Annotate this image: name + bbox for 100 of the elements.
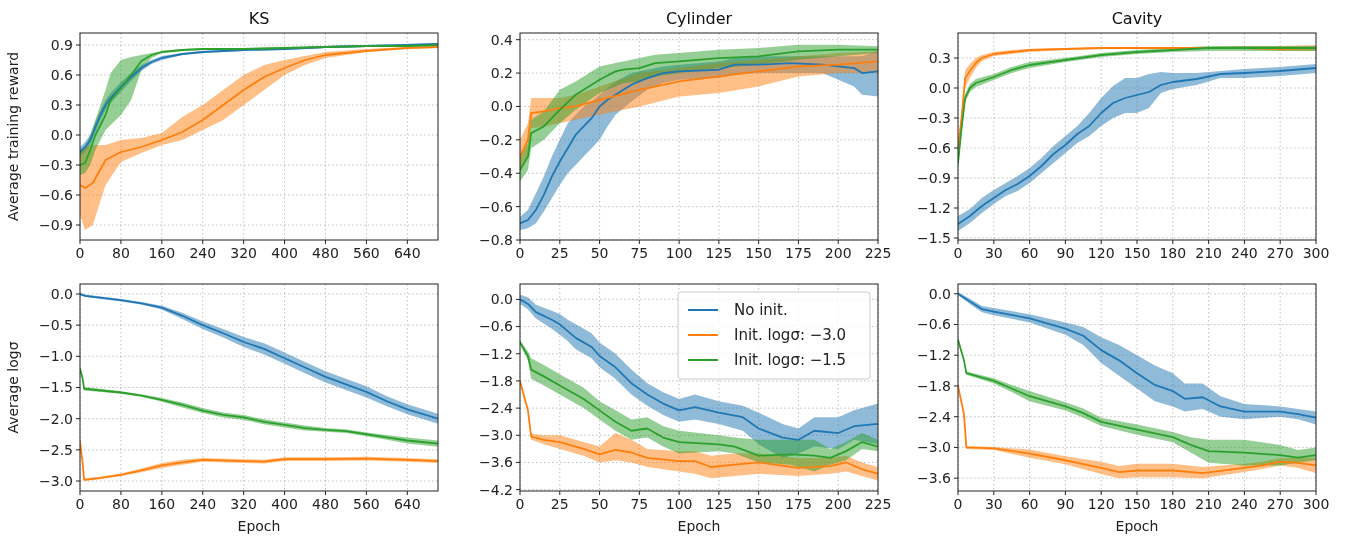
y-tick-label: −2.4 (479, 400, 514, 417)
y-tick-label: −0.6 (917, 316, 952, 333)
x-tick-label: 210 (1195, 245, 1222, 261)
y-tick-label: −3.6 (479, 454, 514, 471)
x-tick-label: 30 (984, 245, 1003, 261)
y-tick-label: −0.9 (39, 216, 73, 233)
y-tick-label: −1.2 (917, 199, 951, 216)
x-tick-label: 200 (824, 496, 852, 512)
y-tick-label: −1.8 (479, 372, 513, 389)
x-tick-label: 80 (112, 245, 130, 261)
x-tick-label: 180 (1159, 245, 1187, 261)
y-tick-label: −3.0 (917, 439, 951, 456)
x-tick-label: 240 (1231, 245, 1258, 261)
y-axis-title: Average training reward (5, 51, 21, 222)
x-axis-title: Epoch (237, 518, 281, 534)
x-tick-label: 180 (1159, 496, 1187, 512)
x-tick-label: 270 (1266, 245, 1294, 261)
y-tick-label: −0.6 (479, 318, 514, 335)
x-tick-label: 240 (189, 245, 217, 261)
y-tick-label: −1.5 (39, 379, 73, 396)
y-tick-label: 0.0 (50, 285, 73, 302)
x-tick-label: 0 (75, 496, 85, 512)
y-tick-label: 0.0 (490, 291, 513, 308)
y-tick-label: −0.8 (479, 231, 513, 248)
x-tick-label: 0 (515, 245, 525, 261)
x-tick-label: 640 (393, 245, 421, 261)
y-tick-label: −0.6 (39, 186, 74, 203)
y-tick-label: −1.8 (917, 377, 951, 394)
x-tick-label: 560 (353, 496, 380, 512)
y-tick-label: 0.0 (928, 79, 951, 96)
y-tick-label: 0.0 (928, 285, 951, 302)
x-tick-label: 75 (630, 496, 649, 512)
y-tick-label: −0.3 (917, 109, 951, 126)
y-tick-label: −1.2 (479, 345, 513, 362)
x-tick-label: 160 (148, 245, 176, 261)
x-tick-label: 30 (984, 496, 1003, 512)
x-tick-label: 60 (1020, 496, 1039, 512)
chart-title: Cavity (1111, 9, 1163, 28)
x-tick-label: 560 (353, 245, 380, 261)
x-tick-label: 90 (1056, 496, 1075, 512)
legend-label: Init. logσ: −3.0 (734, 326, 847, 345)
x-tick-label: 150 (1123, 245, 1151, 261)
chart-title: KS (248, 9, 270, 28)
y-tick-label: 0.0 (490, 98, 513, 115)
x-tick-label: 50 (590, 245, 609, 261)
x-tick-label: 50 (590, 496, 609, 512)
x-tick-label: 150 (745, 496, 773, 512)
y-tick-label: −3.0 (39, 472, 73, 489)
x-tick-label: 90 (1056, 245, 1075, 261)
y-tick-label: −0.6 (479, 198, 514, 215)
x-tick-label: 320 (230, 245, 258, 261)
x-tick-label: 225 (864, 245, 892, 261)
x-tick-label: 80 (112, 496, 130, 512)
y-tick-label: −0.2 (479, 131, 513, 148)
y-tick-label: −0.6 (917, 139, 952, 156)
x-tick-label: 150 (745, 245, 773, 261)
x-tick-label: 160 (148, 496, 176, 512)
y-tick-label: 0.3 (50, 96, 73, 113)
x-tick-label: 270 (1266, 496, 1294, 512)
y-tick-label: −1.0 (39, 348, 73, 365)
y-tick-label: −3.0 (479, 427, 513, 444)
x-tick-label: 480 (312, 245, 339, 261)
x-tick-label: 0 (953, 245, 963, 261)
x-tick-label: 25 (550, 245, 569, 261)
x-tick-label: 175 (785, 245, 812, 261)
y-tick-label: −1.2 (917, 347, 951, 364)
y-tick-label: 0.2 (490, 64, 513, 81)
x-tick-label: 320 (230, 496, 258, 512)
y-tick-label: −0.3 (39, 156, 73, 173)
x-tick-label: 100 (665, 496, 693, 512)
y-axis-title: Average logσ (5, 341, 21, 434)
line-series (520, 60, 878, 158)
y-tick-label: 0.4 (490, 31, 514, 48)
x-tick-label: 125 (705, 245, 733, 261)
x-tick-label: 0 (75, 245, 85, 261)
y-tick-label: 0.9 (50, 36, 73, 53)
legend-label: No init. (734, 301, 788, 320)
y-tick-label: −0.9 (917, 169, 951, 186)
x-tick-label: 150 (1123, 496, 1151, 512)
y-tick-label: −2.0 (39, 410, 73, 427)
y-tick-label: −0.4 (479, 165, 514, 182)
x-tick-label: 240 (189, 496, 217, 512)
x-tick-label: 120 (1087, 245, 1115, 261)
x-tick-label: 120 (1087, 496, 1115, 512)
x-tick-label: 200 (824, 245, 852, 261)
y-tick-label: −0.5 (39, 317, 73, 334)
y-tick-label: 0.3 (928, 49, 951, 66)
x-tick-label: 175 (785, 496, 812, 512)
chart-title: Cylinder (665, 9, 733, 28)
x-tick-label: 0 (515, 496, 525, 512)
y-tick-label: 0.0 (50, 126, 73, 143)
x-tick-label: 75 (630, 245, 649, 261)
y-tick-label: −3.6 (917, 470, 952, 487)
x-tick-label: 100 (665, 245, 693, 261)
x-tick-label: 0 (953, 496, 963, 512)
x-tick-label: 225 (864, 496, 892, 512)
x-tick-label: 300 (1302, 245, 1330, 261)
x-tick-label: 125 (705, 496, 733, 512)
x-tick-label: 25 (550, 496, 569, 512)
x-tick-label: 240 (1231, 496, 1258, 512)
